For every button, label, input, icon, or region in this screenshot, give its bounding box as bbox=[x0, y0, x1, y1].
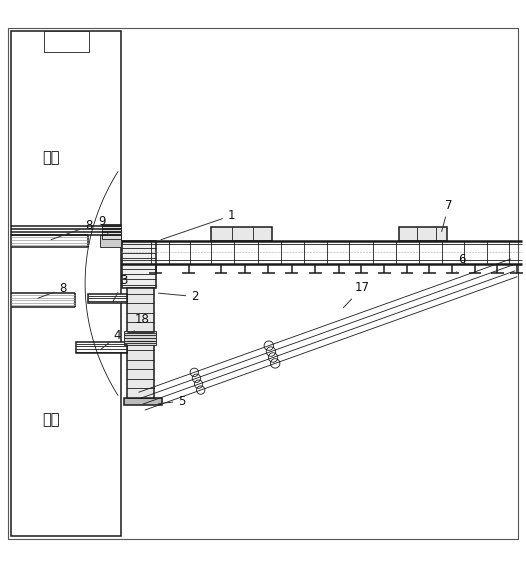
Text: 18: 18 bbox=[133, 312, 149, 333]
Text: 6: 6 bbox=[457, 253, 466, 272]
Text: 墅柱: 墅柱 bbox=[43, 150, 60, 166]
Bar bbox=[102, 224, 120, 239]
Text: 17: 17 bbox=[343, 281, 370, 308]
Bar bbox=[124, 331, 156, 345]
Text: 承台: 承台 bbox=[43, 412, 60, 427]
Bar bbox=[124, 397, 162, 405]
Text: 8: 8 bbox=[51, 219, 93, 240]
Text: 1: 1 bbox=[161, 209, 235, 240]
Text: 7: 7 bbox=[442, 198, 452, 232]
Bar bbox=[399, 227, 447, 240]
Text: 4: 4 bbox=[100, 329, 122, 350]
Bar bbox=[127, 287, 154, 401]
Text: 5: 5 bbox=[158, 395, 186, 408]
Text: 2: 2 bbox=[158, 290, 199, 303]
Text: 3: 3 bbox=[113, 274, 128, 302]
Text: 9: 9 bbox=[98, 215, 109, 235]
Bar bbox=[100, 235, 120, 247]
Bar bbox=[122, 240, 156, 287]
Bar bbox=[11, 31, 120, 536]
Bar bbox=[44, 31, 89, 52]
Text: 8: 8 bbox=[38, 282, 67, 298]
Bar bbox=[88, 294, 127, 303]
Bar bbox=[76, 342, 127, 353]
Bar bbox=[211, 227, 272, 240]
